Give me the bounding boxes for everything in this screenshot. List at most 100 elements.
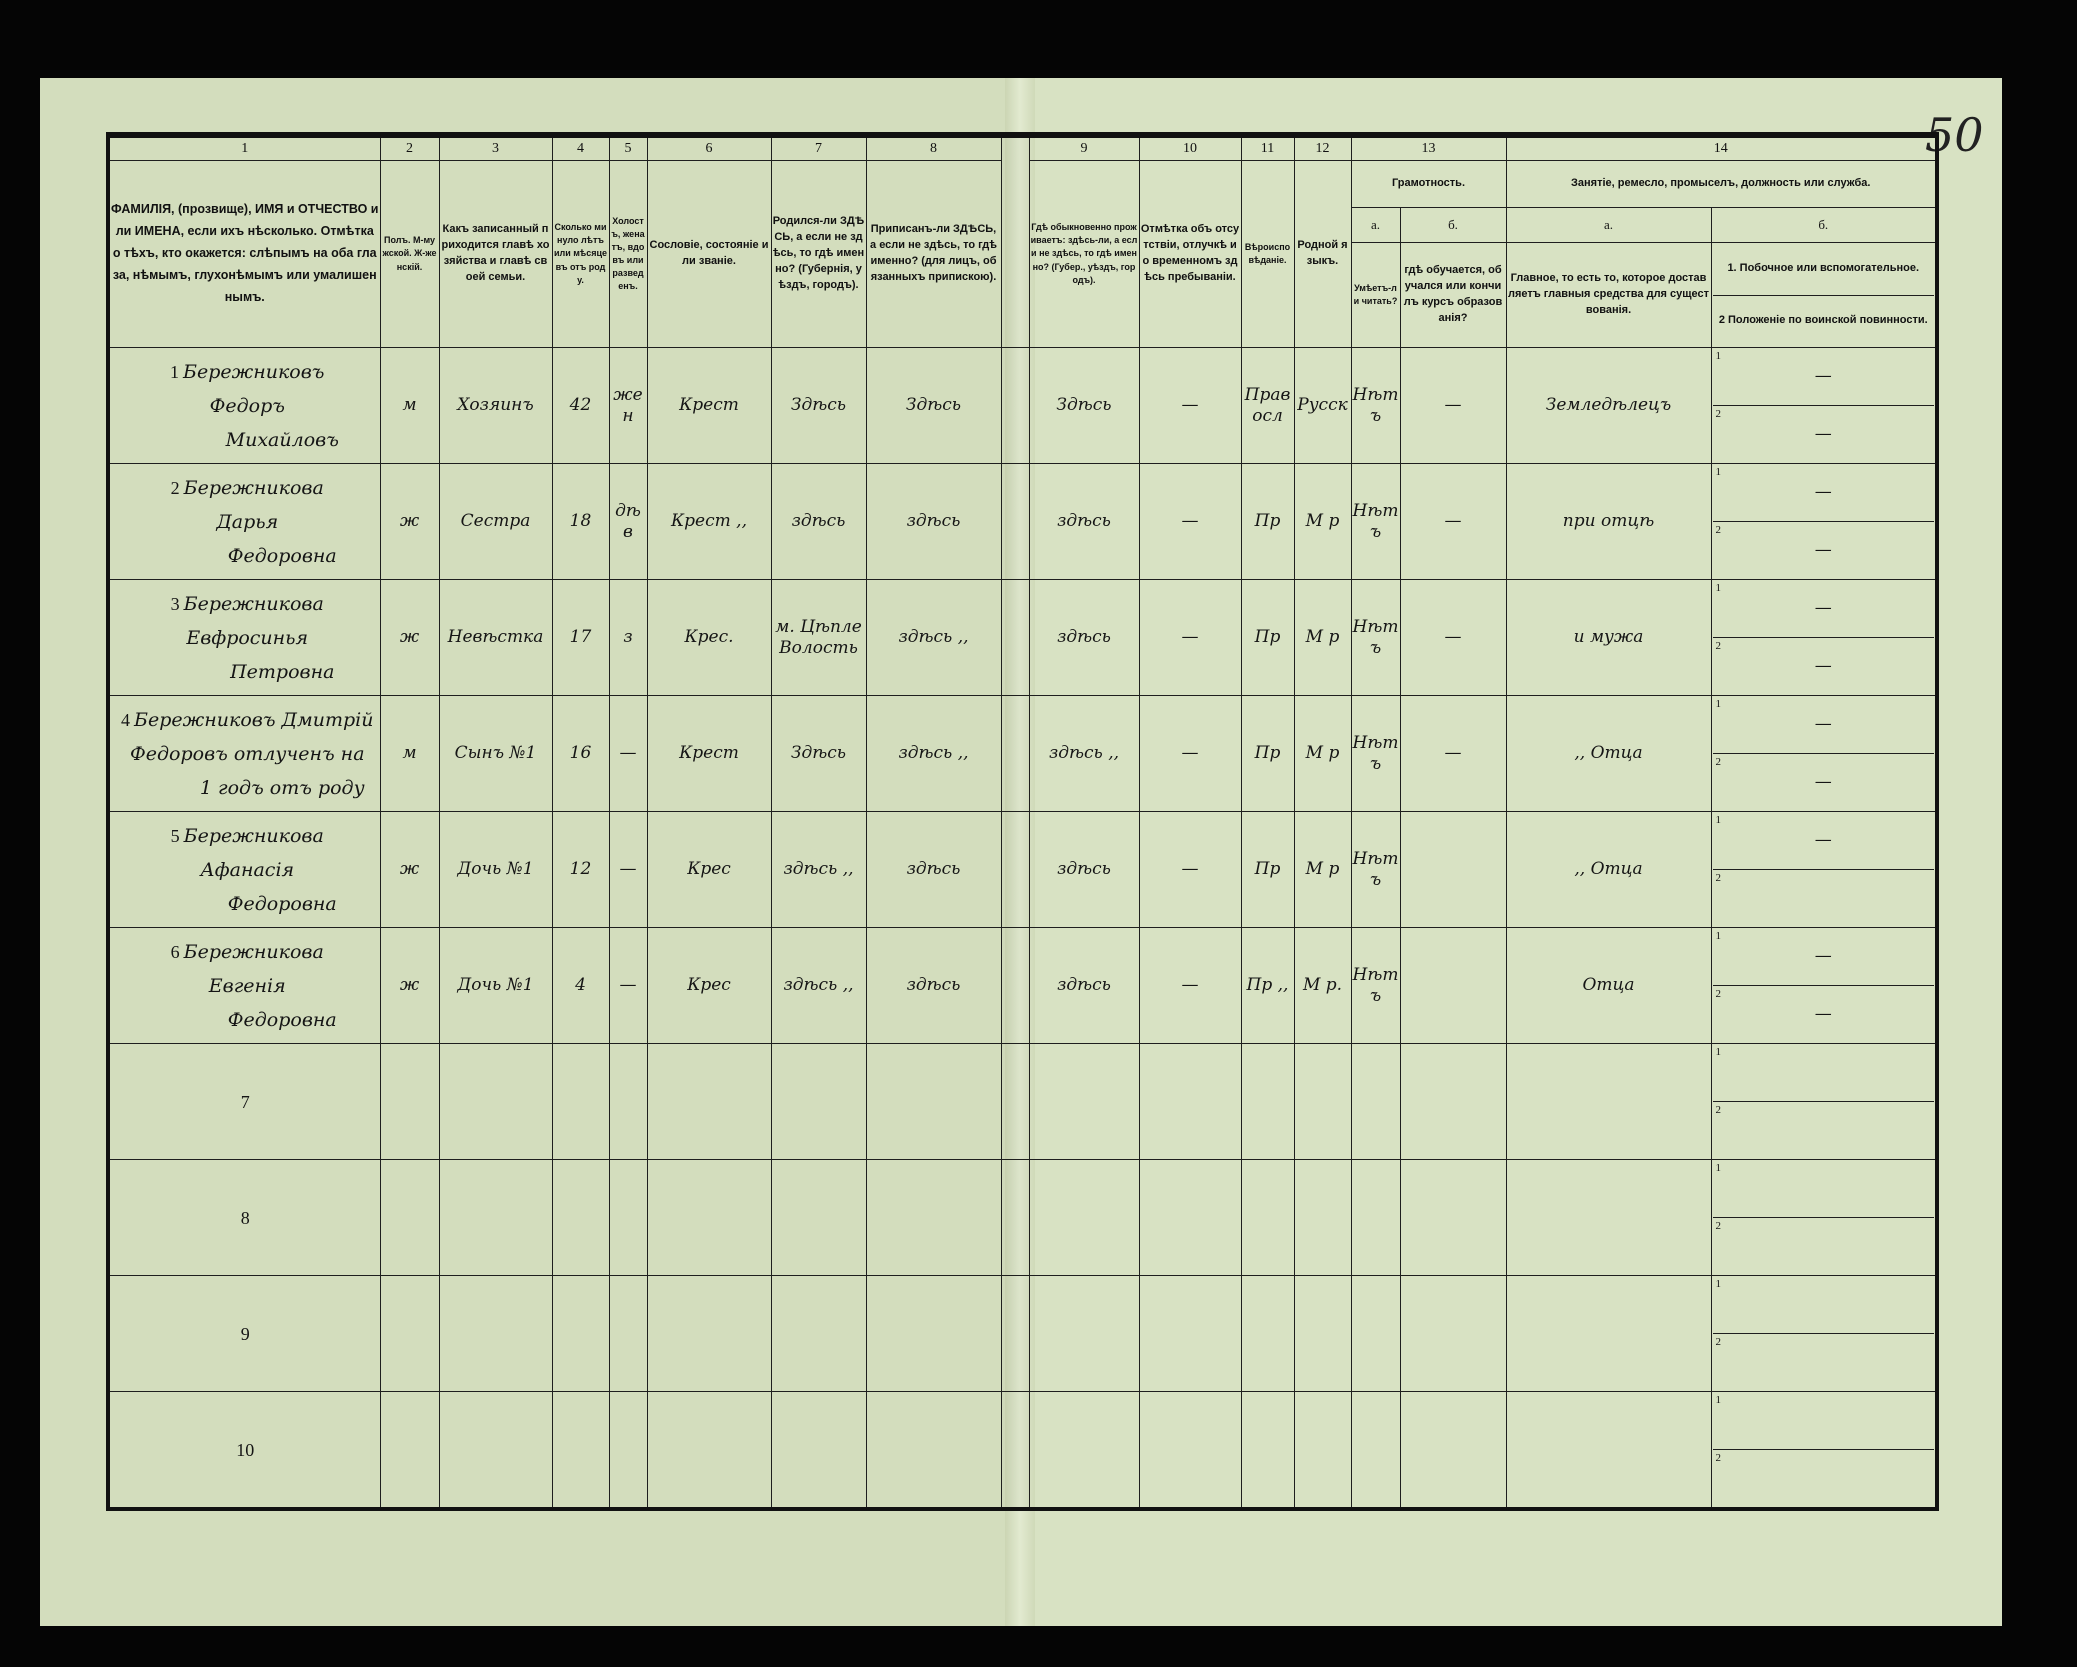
given-name: Афанасія (200, 858, 295, 881)
given-name: Федоровъ отлученъ на (129, 742, 365, 765)
sub-label-2: 2 (1715, 756, 1722, 768)
name-cell: 1 Бережниковъ Федоръ Михайловъ (107, 347, 381, 464)
census-table: 1 2 3 4 5 6 7 8 9 10 11 12 13 14 ФАМИЛІЯ… (106, 132, 1939, 1511)
header-13a-label: а. (1350, 207, 1401, 243)
secondary-cell: 1 — 2 — (1710, 463, 1938, 580)
row-number: 8 (240, 1207, 250, 1228)
sub-label-2: 2 (1715, 408, 1722, 420)
age-cell (551, 1275, 610, 1392)
born-cell: Здѣсь (770, 347, 867, 464)
age-cell: 4 (551, 927, 610, 1044)
absence-cell: — (1138, 927, 1242, 1044)
header-military: 2 Положеніе по воинской повинности. (1718, 314, 1928, 327)
secondary-cell: 1 2 (1710, 1275, 1938, 1392)
header-estate: Сословіе, состояніе или званіе. (646, 160, 772, 348)
secondary-cell: 1 — 2 — (1710, 695, 1938, 812)
header-name: ФАМИЛІЯ, (прозвище), ИМЯ и ОТЧЕСТВО или … (107, 160, 381, 348)
registered-cell (865, 1043, 1002, 1160)
occupation-cell (1505, 1043, 1712, 1160)
schooling-cell: — (1399, 347, 1507, 464)
absence-cell (1138, 1043, 1242, 1160)
literate-cell: Нѣтъ (1350, 463, 1401, 580)
religion-cell: Пр (1240, 579, 1295, 696)
religion-cell: Пр (1240, 695, 1295, 812)
sub-label-2: 2 (1715, 872, 1722, 884)
patronymic: Михайловъ (225, 428, 339, 451)
surname: Бережникова (183, 940, 324, 963)
fold-gap (1000, 134, 1030, 348)
absence-cell (1138, 1391, 1242, 1510)
row-number: 5 (170, 825, 180, 846)
marital-cell (608, 1159, 648, 1276)
header-age: Сколько минуло лѣтъ или мѣсяцевъ отъ род… (551, 160, 610, 348)
name-cell: 10 (107, 1391, 381, 1510)
side-occupation: — (1814, 366, 1832, 387)
born-cell (770, 1043, 867, 1160)
header-13b-label: б. (1399, 207, 1507, 243)
occupation-cell (1505, 1391, 1712, 1510)
col-number: 8 (865, 134, 1002, 161)
literate-cell (1350, 1391, 1401, 1510)
sex-cell (379, 1043, 440, 1160)
religion-cell: Пр (1240, 811, 1295, 928)
estate-cell: Крес (646, 927, 772, 1044)
fold-gap (1000, 1275, 1030, 1392)
header-14b-label: б. (1710, 207, 1938, 243)
religion-cell: Пр ,, (1240, 927, 1295, 1044)
age-cell (551, 1159, 610, 1276)
table-row: 4 Бережниковъ Дмитрій Федоровъ отлученъ н… (107, 695, 1938, 812)
literate-cell: Нѣтъ (1350, 927, 1401, 1044)
relation-cell: Сестра (438, 463, 553, 580)
resides-cell (1028, 1043, 1140, 1160)
occupation-cell: ,, Отца (1505, 811, 1712, 928)
surname: Бережниковъ Дмитрій (134, 708, 374, 731)
row-number: 7 (240, 1091, 250, 1112)
name-cell: 6 Бережникова Евгенія Федоровна (107, 927, 381, 1044)
table-row: 8 1 2 (107, 1159, 1938, 1276)
name-cell: 3 Бережникова Евфросинья Петровна (107, 579, 381, 696)
sex-cell (379, 1391, 440, 1510)
col-number: 4 (551, 134, 610, 161)
given-name: Федоръ (209, 394, 285, 417)
military-status: — (1814, 1004, 1832, 1025)
schooling-cell (1399, 1275, 1507, 1392)
relation-cell (438, 1159, 553, 1276)
col-number: 5 (608, 134, 648, 161)
header-relation: Какъ записанный приходится главѣ хозяйст… (438, 160, 553, 348)
col-number: 12 (1293, 134, 1352, 161)
registered-cell: здѣсь (865, 811, 1002, 928)
fold-gap (1000, 347, 1030, 464)
occupation-cell: Земледѣлецъ (1505, 347, 1712, 464)
sex-cell: ж (379, 927, 440, 1044)
row-number: 4 (121, 709, 131, 730)
side-occupation: — (1814, 830, 1832, 851)
table-row: 1 Бережниковъ Федоръ Михайловъ м Хозяинъ 42 ж… (107, 347, 1938, 464)
name-cell: 4 Бережниковъ Дмитрій Федоровъ отлученъ н… (107, 695, 381, 812)
col-number: 14 (1505, 134, 1938, 161)
secondary-cell: 1 — 2 (1710, 811, 1938, 928)
surname: Бережникова (183, 592, 324, 615)
religion-cell: Пр (1240, 463, 1295, 580)
row-number: 1 (170, 361, 179, 382)
header-absence: Отмѣтка объ отсутствіи, отлучкѣ и о врем… (1138, 160, 1242, 348)
column-numbers-row: 1 2 3 4 5 6 7 8 9 10 11 12 13 14 (107, 134, 1938, 348)
census-rows: 1 Бережниковъ Федоръ Михайловъ м Хозяинъ 42 ж… (107, 347, 1938, 1510)
sub-label-1: 1 (1715, 930, 1722, 942)
side-occupation: — (1814, 598, 1832, 619)
born-cell (770, 1391, 867, 1510)
estate-cell (646, 1043, 772, 1160)
absence-cell: — (1138, 695, 1242, 812)
sub-label-2: 2 (1715, 640, 1722, 652)
language-cell: М р (1293, 463, 1352, 580)
sub-label-1: 1 (1715, 582, 1722, 594)
born-cell (770, 1275, 867, 1392)
surname: Бережниковъ (183, 360, 325, 383)
col-number: 2 (379, 134, 440, 161)
name-cell: 8 (107, 1159, 381, 1276)
col-number: 1 (107, 134, 381, 161)
sub-label-1: 1 (1715, 1394, 1722, 1406)
relation-cell (438, 1043, 553, 1160)
marital-cell: з (608, 579, 648, 696)
name-cell: 5 Бережникова Афанасія Федоровна (107, 811, 381, 928)
header-residence: Гдѣ обыкновенно проживаетъ: здѣсь-ли, а … (1028, 160, 1140, 348)
